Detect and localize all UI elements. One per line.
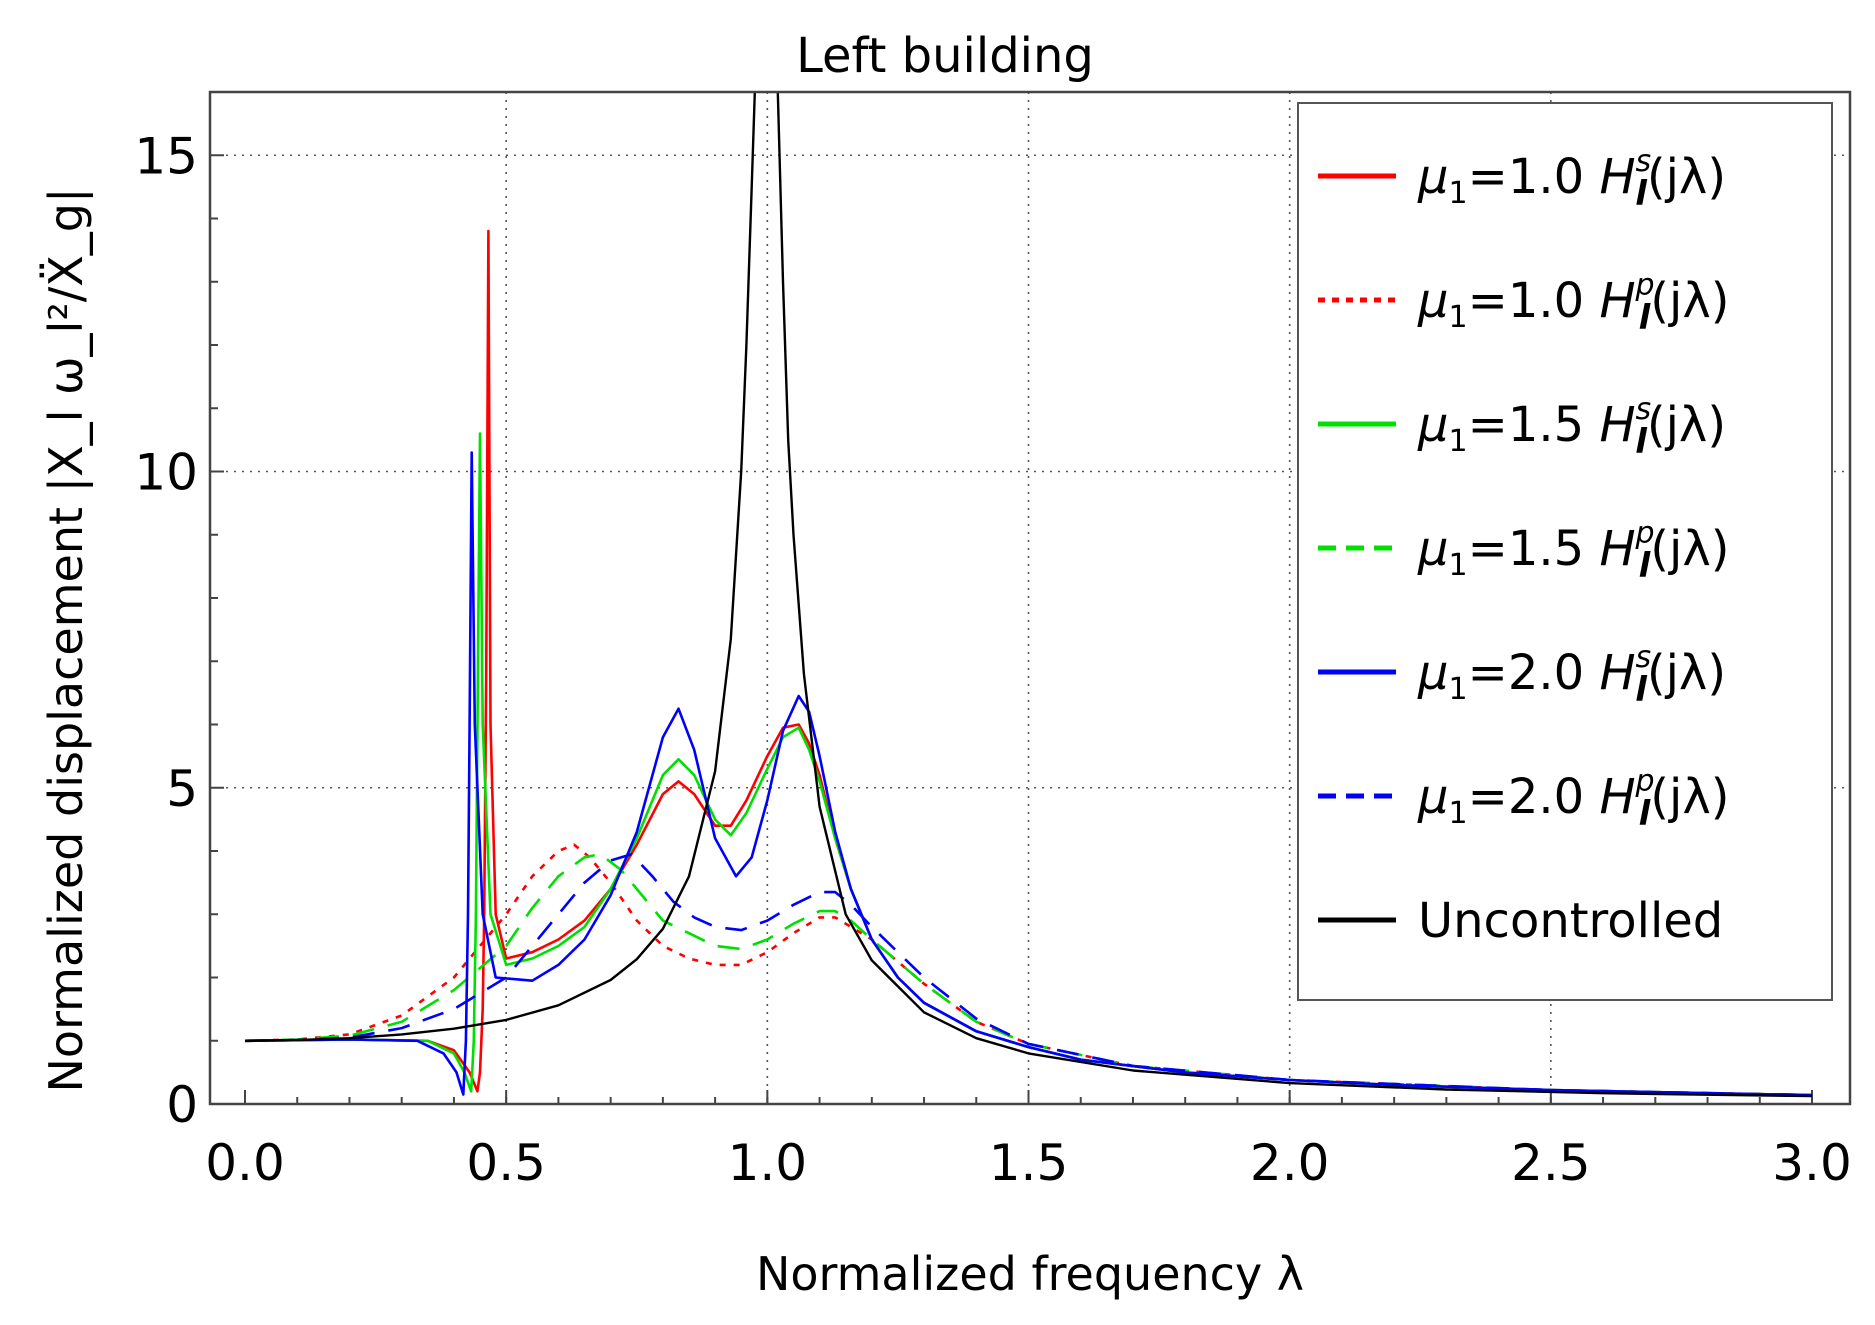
x-tick-label: 1.0 <box>728 1134 808 1192</box>
y-tick-label: 5 <box>166 760 198 818</box>
legend-label-3: μ1=1.5 Hs l(jλ) <box>1417 392 1726 462</box>
x-tick-label: 2.5 <box>1511 1134 1591 1192</box>
chart-title: Left building <box>796 28 1094 84</box>
legend-label-1: μ1=1.0 Hs l(jλ) <box>1417 144 1726 214</box>
y-tick-label: 15 <box>134 127 198 185</box>
legend-box <box>1297 102 1833 1001</box>
x-tick-label: 1.5 <box>989 1134 1069 1192</box>
y-axis-title: Normalized displacement |X_l ω_l²/Ẍ_g| <box>39 188 94 1093</box>
legend-label-4: μ1=1.5 Hp l(jλ) <box>1417 516 1729 586</box>
plot-frame <box>208 90 1852 1106</box>
legend: μ1=1.0 Hs l(jλ) μ1=1.0 Hp l(jλ) μ1=1.5 Hs l(j… <box>1297 102 1833 1001</box>
x-tick-label: 0.0 <box>205 1134 285 1192</box>
x-tick-label: 2.0 <box>1250 1134 1330 1192</box>
axis-ticks: 0.0 0.5 1.0 1.5 2.0 2.5 3.0 0 5 10 15 <box>134 127 1851 1192</box>
legend-label-7: Uncontrolled <box>1418 893 1723 949</box>
y-tick-label: 0 <box>166 1076 198 1134</box>
legend-label-2: μ1=1.0 Hp l(jλ) <box>1417 268 1729 338</box>
x-tick-label: 0.5 <box>466 1134 546 1192</box>
legend-label-6: μ1=2.0 Hp l(jλ) <box>1417 764 1729 834</box>
x-axis-title: Normalized frequency λ <box>756 1247 1304 1301</box>
y-tick-label: 10 <box>134 444 198 502</box>
series-layer <box>244 92 1813 1098</box>
series-line-7 <box>244 92 1813 1098</box>
x-tick-label: 3.0 <box>1772 1134 1852 1192</box>
series-line-6 <box>244 852 1813 1097</box>
series-line-4 <box>244 852 1813 1097</box>
legend-label-5: μ1=2.0 Hs l(jλ) <box>1417 640 1726 710</box>
series-line-5 <box>244 451 1813 1097</box>
